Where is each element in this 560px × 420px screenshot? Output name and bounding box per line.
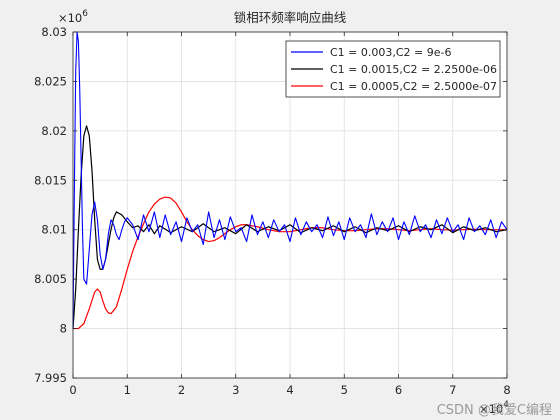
x-exponent-label: ×104	[479, 400, 509, 416]
legend-entry-blue: C1 = 0.003,C2 = 9e-6	[330, 46, 452, 59]
y-tick-label: 8.015	[34, 173, 67, 187]
axis-ticks	[72, 31, 508, 379]
x-tick-label: 2	[178, 383, 185, 397]
x-tick-label: 3	[232, 383, 239, 397]
legend: C1 = 0.003,C2 = 9e-6 C1 = 0.0015,C2 = 2.…	[285, 40, 501, 98]
x-tick-label: 6	[395, 383, 402, 397]
x-tick-label: 8	[503, 383, 510, 397]
y-tick-label: 8.01	[41, 223, 67, 237]
y-tick-label: 8	[60, 322, 67, 336]
x-tick-label: 5	[341, 383, 348, 397]
series-layer	[72, 31, 508, 330]
y-tick-label: 8.02	[41, 124, 67, 138]
y-tick-label: 8.025	[34, 74, 67, 88]
y-tick-label: 8.005	[34, 272, 67, 286]
x-tick-label: 0	[69, 383, 76, 397]
watermark-text: CSDN @我爱C编程	[436, 403, 552, 418]
legend-entry-black: C1 = 0.0015,C2 = 2.2500e-06	[330, 63, 497, 76]
y-tick-label: 7.995	[34, 371, 67, 385]
y-axis-tick-labels: 7.995 8 8.005 8.01 8.015 8.02 8.025 8.03	[34, 25, 67, 385]
x-axis-tick-labels: 0 1 2 3 4 5 6 7 8	[69, 383, 510, 397]
x-tick-label: 7	[449, 383, 456, 397]
y-tick-label: 8.03	[41, 25, 67, 39]
series-line-red	[73, 196, 507, 330]
series-line-black	[72, 125, 508, 329]
chart-title: 锁相环频率响应曲线	[234, 10, 347, 25]
x-tick-label: 4	[286, 383, 293, 397]
series-line-blue	[72, 31, 508, 329]
y-exponent-label: ×106	[58, 9, 88, 25]
x-tick-label: 1	[124, 383, 131, 397]
legend-entry-red: C1 = 0.0005,C2 = 2.5000e-07	[330, 80, 497, 93]
